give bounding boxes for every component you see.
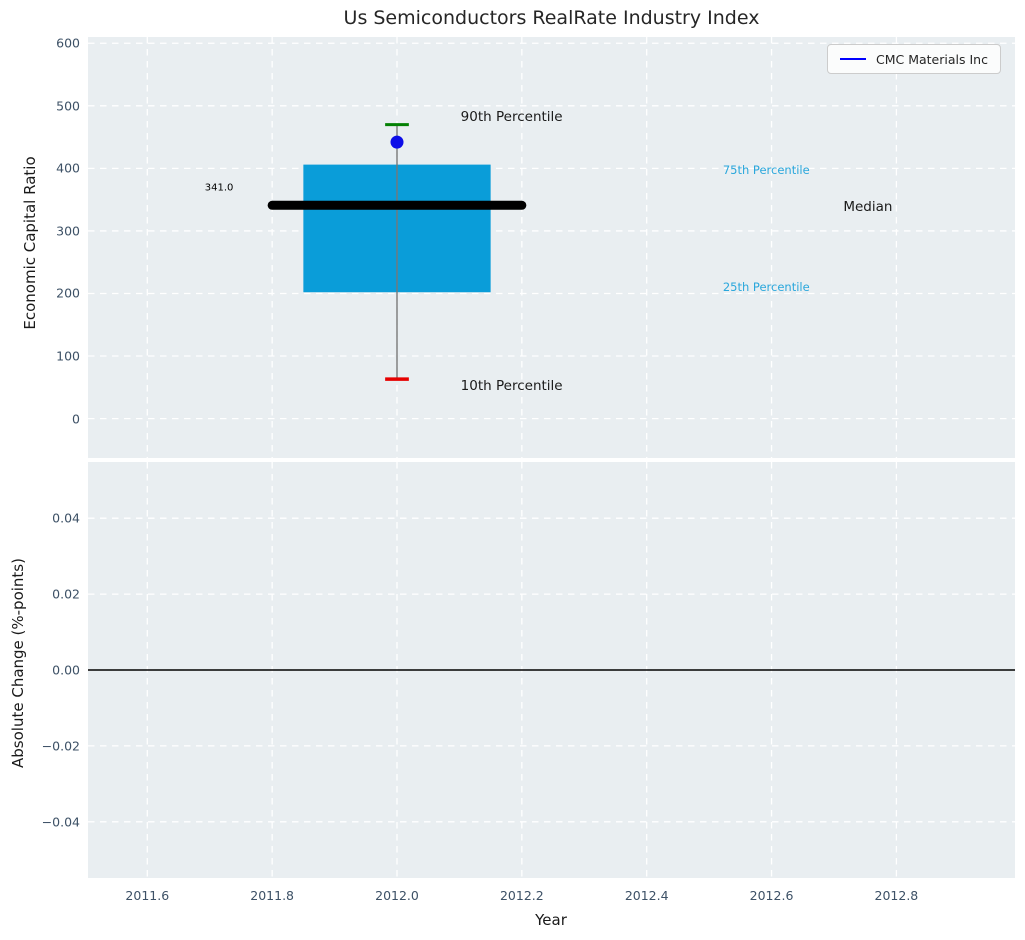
x-tick-label: 2012.6 [749,888,794,903]
y-tick-label: 600 [56,35,80,51]
y-tick-label: −0.02 [41,738,80,754]
annotation-10th-percentile: 10th Percentile [460,378,563,395]
x-tick-label: 2012.4 [624,888,669,903]
legend-line-swatch [840,58,866,60]
legend: CMC Materials Inc [827,44,1001,74]
y-tick-label: 0.04 [52,510,80,526]
y-tick-label: 500 [56,98,80,114]
y-tick-label: 400 [56,160,80,176]
annotation-25th-percentile: 25th Percentile [722,280,810,295]
annotation-75th-percentile: 75th Percentile [722,163,810,178]
x-tick-label: 2012.2 [499,888,544,903]
y-axis-label-top: Economic Capital Ratio [21,156,39,330]
x-tick-label: 2012.8 [874,888,919,903]
y-tick-label: 0.02 [52,586,80,602]
y-tick-label: 100 [56,348,80,364]
annotation-90th-percentile: 90th Percentile [460,109,563,126]
legend-label: CMC Materials Inc [876,51,988,67]
y-tick-label: 200 [56,285,80,301]
y-tick-label: 300 [56,223,80,239]
bottom-subplot-absolute-change [88,462,1015,878]
top-subplot-economic-capital-ratio [88,37,1015,458]
chart-title: Us Semiconductors RealRate Industry Inde… [343,7,760,29]
y-tick-label: −0.04 [41,814,80,830]
x-axis-label: Year [535,911,567,929]
company-point-dot [390,135,404,149]
x-tick-label: 2012.0 [375,888,419,903]
y-tick-label: 0.00 [52,662,80,678]
x-tick-label: 2011.8 [250,888,295,903]
x-tick-label: 2011.6 [125,888,170,903]
bottom-plot-canvas [88,462,1015,878]
annotation-341-0: 341.0 [204,182,234,194]
annotation-median: Median [843,199,893,216]
y-tick-label: 0 [72,411,80,427]
top-plot-canvas [88,37,1015,458]
